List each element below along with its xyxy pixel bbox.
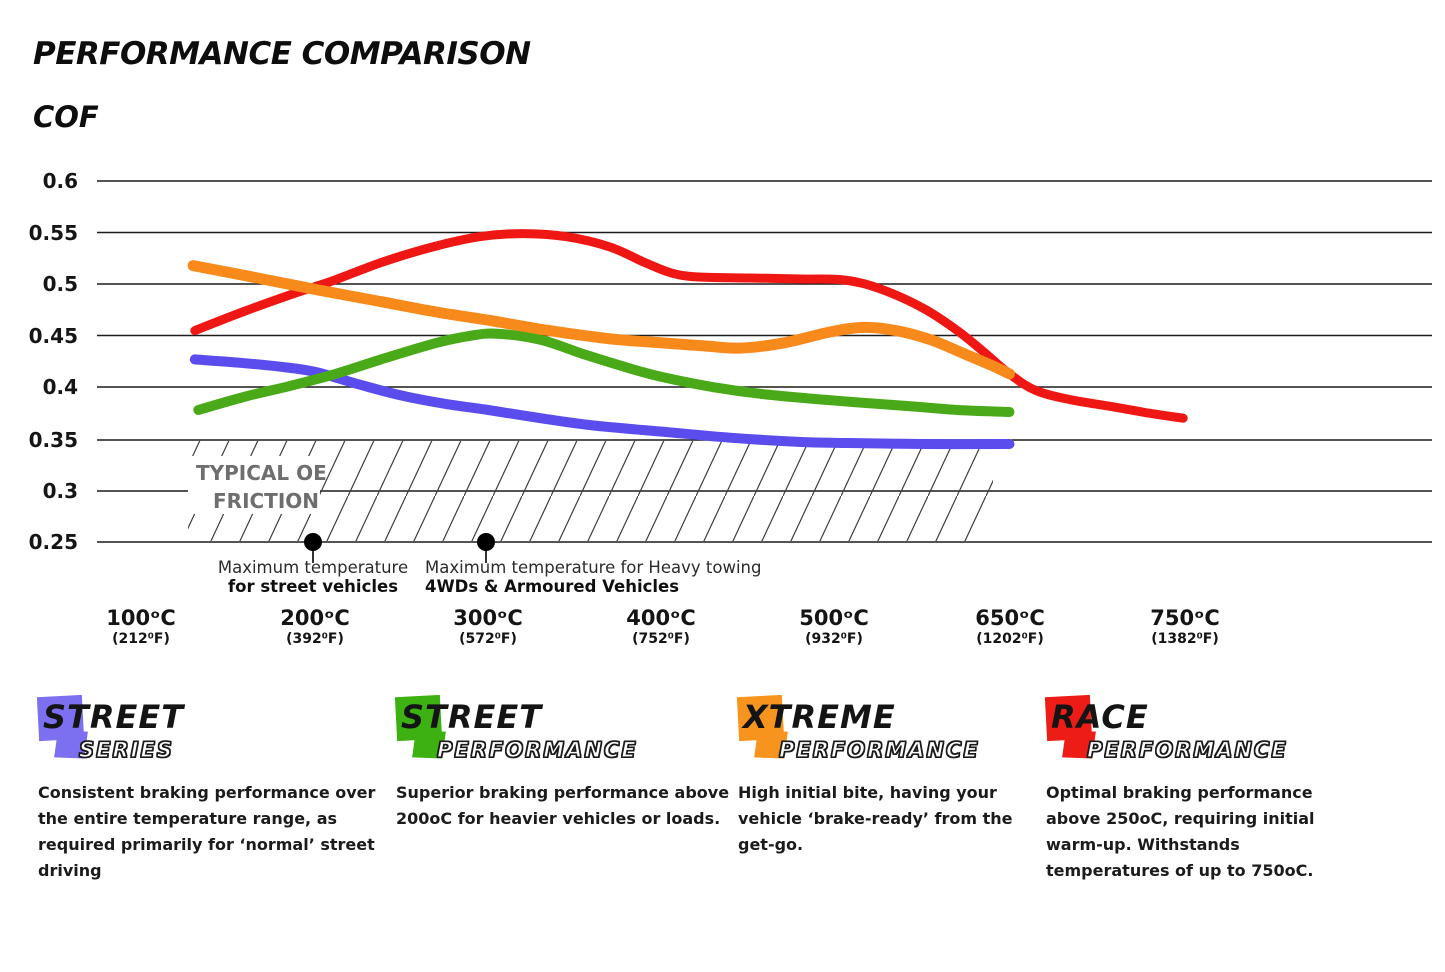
x-tick-200c: 200ᵒC (392⁰F) [228, 606, 402, 648]
y-tick-label: 0.25 [28, 530, 78, 554]
legend-description: Consistent braking performance over the … [38, 783, 376, 880]
oe-friction-label-backdrop [188, 456, 320, 514]
annotation-line2: 4WDs & Armoured Vehicles [425, 577, 680, 596]
annotation-line1: Maximum temperature [217, 558, 409, 577]
y-tick-label: 0.5 [42, 272, 78, 296]
logo-word2: SERIES [78, 737, 174, 762]
x-tick-300c: 300ᵒC (572⁰F) [401, 606, 575, 648]
legend-xtreme-performance: XTREME PERFORMANCE High initial bite, ha… [736, 694, 1038, 858]
annotation-line1: Maximum temperature for Heavy towing [425, 558, 762, 577]
x-tick-celsius: 300ᵒC [453, 606, 523, 630]
y-tick-label: 0.45 [28, 323, 78, 348]
annotation-max-temp-towing: Maximum temperature for Heavy towing 4WD… [425, 558, 765, 596]
x-tick-750c: 750ᵒC (1382⁰F) [1098, 606, 1272, 648]
x-tick-fahrenheit: (572⁰F) [459, 631, 517, 647]
logo-word1: STREET [401, 698, 543, 736]
x-tick-fahrenheit: (1202⁰F) [976, 631, 1044, 647]
y-tick-label: 0.55 [28, 220, 78, 245]
x-tick-celsius: 400ᵒC [626, 606, 696, 630]
series-line-street-series [189, 354, 1015, 450]
oe-friction-label-line2: FRICTION [213, 489, 319, 513]
street-series-logo: STREET SERIES [36, 694, 390, 772]
y-tick-label: 0.4 [42, 375, 78, 399]
annotation-max-temp-street: Maximum temperature for street vehicles [153, 558, 473, 596]
x-tick-650c: 650ᵒC (1202⁰F) [923, 606, 1097, 648]
x-tick-celsius: 200ᵒC [280, 606, 350, 630]
legend-race-performance: RACE PERFORMANCE Optimal braking perform… [1044, 694, 1368, 884]
legend-street-series: STREET SERIES Consistent braking perform… [36, 694, 390, 884]
series-line-race-performance [190, 229, 1188, 423]
x-tick-500c: 500ᵒC (932⁰F) [747, 606, 921, 648]
legend-description: Optimal braking performance above 250oC,… [1046, 783, 1315, 880]
y-tick-label: 0.6 [42, 169, 78, 193]
legend-description: High initial bite, having your vehicle ‘… [738, 783, 1013, 854]
x-tick-400c: 400ᵒC (752⁰F) [574, 606, 748, 648]
annotation-line2: for street vehicles [227, 577, 399, 596]
logo-word2: PERFORMANCE [1086, 737, 1288, 762]
logo-word2: PERFORMANCE [778, 737, 980, 762]
street-performance-logo: STREET PERFORMANCE [394, 694, 736, 772]
legend-street-performance: STREET PERFORMANCE Superior braking perf… [394, 694, 736, 832]
logo-word1: XTREME [743, 698, 896, 736]
max-temp-street-marker [304, 533, 322, 551]
oe-friction-hatch-region [188, 441, 993, 541]
max-temp-towing-marker [477, 533, 495, 551]
logo-word1: RACE [1051, 698, 1149, 736]
y-tick-label: 0.3 [42, 479, 78, 503]
page-title: PERFORMANCE COMPARISON [33, 36, 531, 72]
oe-friction-label-line1: TYPICAL OE [196, 461, 327, 485]
x-tick-celsius: 100ᵒC [106, 606, 176, 630]
x-tick-fahrenheit: (752⁰F) [632, 631, 690, 647]
max-temp-markers [304, 533, 495, 563]
x-tick-fahrenheit: (932⁰F) [805, 631, 863, 647]
x-tick-celsius: 500ᵒC [799, 606, 869, 630]
legend-description: Superior braking performance above 200oC… [396, 783, 730, 828]
series-curves [187, 229, 1188, 450]
logo-word1: STREET [43, 698, 185, 736]
race-performance-logo: RACE PERFORMANCE [1044, 694, 1368, 772]
logo-word2: PERFORMANCE [436, 737, 638, 762]
y-axis-title: COF [33, 100, 99, 134]
xtreme-performance-logo: XTREME PERFORMANCE [736, 694, 1038, 772]
x-tick-100c: 100ᵒC (212⁰F) [54, 606, 228, 648]
x-tick-fahrenheit: (392⁰F) [286, 631, 344, 647]
x-tick-celsius: 750ᵒC [1150, 606, 1220, 630]
x-tick-fahrenheit: (212⁰F) [112, 631, 170, 647]
x-tick-fahrenheit: (1382⁰F) [1151, 631, 1219, 647]
y-tick-label: 0.35 [28, 428, 78, 452]
x-tick-celsius: 650ᵒC [975, 606, 1045, 630]
series-line-xtreme-performance [187, 260, 1015, 380]
series-line-street-performance [193, 328, 1015, 417]
